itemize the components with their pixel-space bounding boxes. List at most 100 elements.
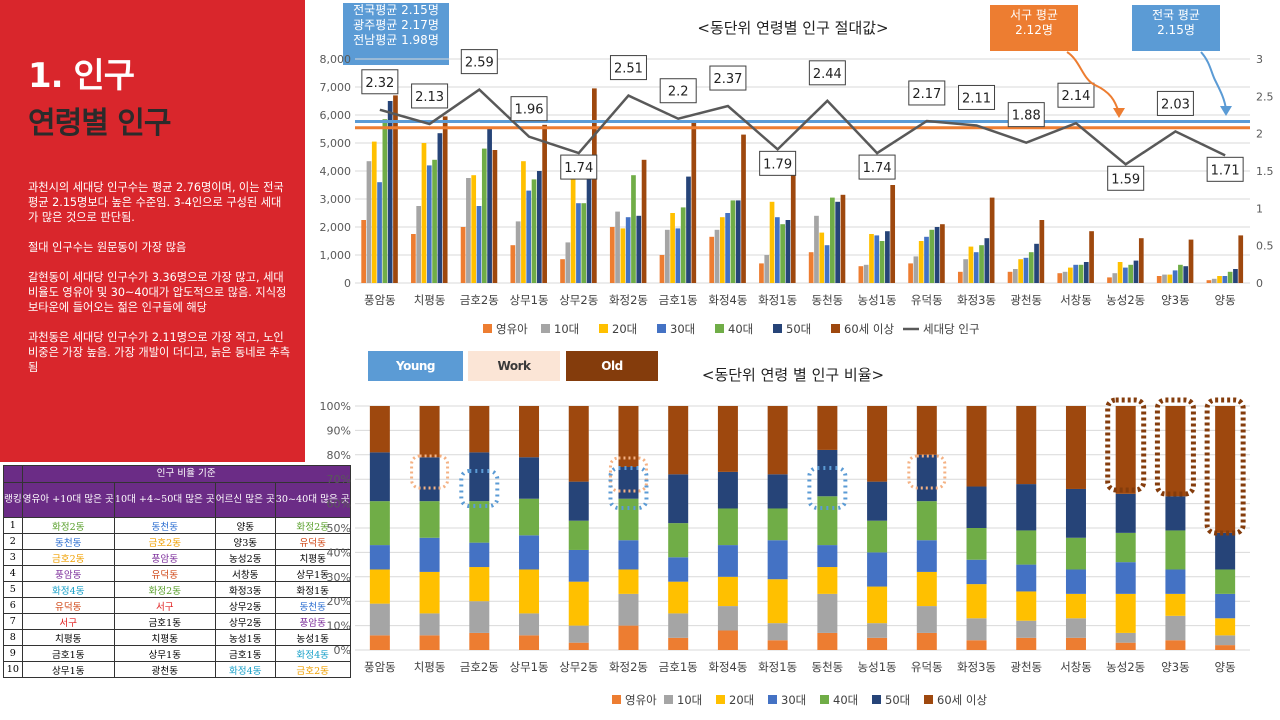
rank-cell: 풍암동 [113, 549, 216, 566]
x-tick-label: 풍암동 [364, 293, 396, 307]
x-tick-label: 서창동 [1060, 293, 1092, 307]
rank-cell: 상무1동 [21, 661, 115, 678]
rank-cell: 농성2동 [214, 549, 276, 566]
bar [481, 148, 487, 283]
stacked-bar-segment [966, 486, 987, 528]
rank-cell: 금호2동 [21, 549, 115, 566]
ranking-row: 4 풍암동 유덕동 서창동 상무1동 [3, 565, 351, 582]
bar [1117, 262, 1123, 283]
x-tick-label: 금호2동 [460, 660, 499, 674]
stacked-bar-segment [767, 508, 788, 541]
description-paragraph: 과천동은 세대당 인구수가 2.11명으로 가장 적고, 노인 비중은 가장 높… [28, 331, 290, 374]
x-tick-label: 양동 [1215, 293, 1236, 307]
bar [890, 185, 896, 283]
bar [874, 235, 880, 283]
stacked-bar-segment [568, 642, 589, 650]
stacked-bar-segment [1165, 496, 1186, 531]
rank-cell: 금호2동 [113, 533, 216, 550]
stacked-bar-segment [568, 581, 589, 626]
rank-cell: 서구 [21, 613, 115, 630]
bar [885, 231, 890, 283]
x-tick-label: 광천동 [1010, 660, 1042, 674]
stacked-bar-segment [767, 540, 788, 580]
x-tick-label: 상무2동 [559, 660, 598, 674]
stacked-bar-segment [817, 545, 838, 568]
bar [735, 200, 741, 283]
x-tick-label: 화정3동 [957, 660, 996, 674]
callout-line: 2.12명 [1015, 23, 1053, 37]
stacked-bar-segment [668, 637, 689, 650]
stacked-bar-segment [419, 501, 440, 538]
x-tick-label: 양3동 [1161, 660, 1189, 674]
bar [929, 229, 935, 283]
bar [691, 122, 697, 283]
bar [675, 228, 681, 283]
stacked-bar-segment [1016, 564, 1037, 592]
bar [1128, 264, 1134, 283]
bar [913, 256, 919, 283]
data-label: 2.2 [668, 85, 689, 100]
bar [526, 190, 532, 283]
legend-swatch [831, 324, 840, 333]
stacked-bar-segment [519, 635, 540, 650]
rank-cell: 화정3동 [214, 581, 276, 598]
x-tick-label: 금호1동 [659, 293, 698, 307]
stacked-bar-segment [867, 623, 888, 638]
rank-cell: 금호1동 [214, 645, 276, 662]
bar [442, 116, 448, 284]
bar [769, 201, 775, 283]
stacked-bar-segment [668, 557, 689, 582]
data-label-box [1107, 165, 1145, 191]
stacked-bar-segment [419, 406, 440, 458]
data-label: 1.79 [763, 157, 792, 172]
y2-tick-label: 2.5 [1256, 90, 1274, 103]
bar [1023, 257, 1029, 283]
stacked-bar-segment [966, 406, 987, 487]
bar [1238, 235, 1244, 283]
data-label-box [709, 65, 747, 91]
bar [940, 224, 945, 283]
rank-number: 6 [3, 597, 23, 614]
legend-swatch [664, 695, 673, 704]
stacked-bar-segment [568, 625, 589, 643]
bar [858, 266, 864, 283]
stacked-bar-segment [767, 623, 788, 641]
bar [387, 101, 393, 283]
legend-swatch [872, 695, 881, 704]
rank-header-blank [3, 465, 23, 483]
data-label-box [361, 69, 399, 95]
stacked-bar-segment [916, 540, 937, 572]
bar [1062, 271, 1068, 283]
bar [1123, 267, 1128, 283]
stacked-bar-segment [469, 632, 490, 650]
rank-cell: 농성1동 [214, 629, 276, 646]
stacked-bar-segment [369, 569, 390, 604]
x-tick-label: 양동 [1215, 660, 1236, 674]
x-tick-label: 상무1동 [509, 660, 548, 674]
bar [814, 215, 819, 283]
bar [835, 201, 841, 283]
bar [421, 143, 427, 283]
x-tick-label: 화정2동 [609, 293, 648, 307]
legend-label: 50대 [786, 322, 811, 336]
bar [659, 255, 665, 283]
stacked-bar-segment [419, 571, 440, 614]
rank-number: 1 [3, 517, 23, 534]
data-label: 2.13 [415, 90, 444, 105]
stacked-bar-segment [1065, 618, 1086, 638]
stacked-bar-segment [369, 635, 390, 650]
legend-swatch [599, 324, 608, 333]
ranking-row: 7 서구 금호1동 상무2동 풍암동 [3, 613, 351, 630]
stacked-bar-segment [1065, 406, 1086, 489]
bar [471, 175, 477, 283]
data-label-box [1156, 90, 1194, 116]
stacked-bar-segment [668, 613, 689, 638]
stacked-bar-segment [916, 632, 937, 650]
rank-cell: 유덕동 [21, 597, 115, 614]
bar [570, 169, 576, 283]
stacked-bar-segment [817, 449, 838, 497]
rank-cell: 금호2동 [274, 661, 351, 678]
description-paragraph: 절대 인구수는 원문동이 가장 많음 [28, 241, 187, 254]
work-box: Work [468, 351, 560, 381]
rank-cell: 유덕동 [113, 565, 216, 582]
